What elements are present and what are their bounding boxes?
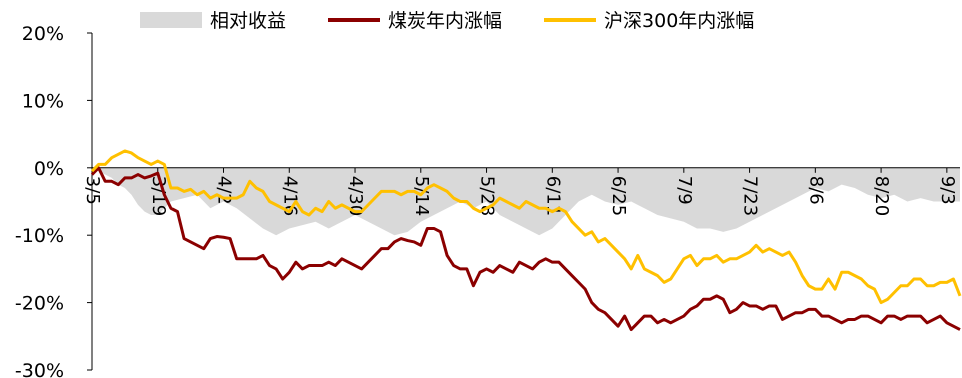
x-tick-label: 3/19 (148, 176, 169, 216)
x-tick-label: 9/3 (937, 176, 958, 205)
x-tick-label: 4/16 (279, 176, 300, 216)
legend-label-coal: 煤炭年内涨幅 (388, 10, 503, 32)
legend-label-hs300: 沪深300年内涨幅 (604, 10, 755, 32)
y-tick-label: 0% (34, 158, 64, 180)
y-tick-label: -10% (15, 225, 64, 247)
y-tick-label: 20% (22, 23, 64, 45)
x-tick-label: 4/30 (345, 176, 366, 216)
y-tick-label: -30% (15, 360, 64, 378)
x-tick-label: 3/5 (82, 176, 103, 205)
x-tick-label: 6/11 (542, 176, 563, 216)
x-tick-label: 8/6 (805, 176, 826, 205)
legend-swatch-hs300 (544, 17, 597, 22)
legend-item-hs300: 沪深300年内涨幅 (544, 6, 754, 33)
legend-item-relative: 相对收益 (140, 6, 286, 33)
y-tick-label: -20% (15, 293, 64, 315)
legend-label-relative: 相对收益 (210, 10, 287, 32)
coal-line (90, 166, 961, 332)
legend: 相对收益 煤炭年内涨幅 沪深300年内涨幅 (140, 6, 796, 33)
x-tick-label: 6/25 (608, 176, 629, 216)
legend-swatch-coal (328, 17, 381, 22)
x-tick-label: 7/23 (740, 176, 761, 216)
x-tick-label: 7/9 (674, 176, 695, 205)
x-tick-label: 4/2 (214, 176, 235, 205)
legend-item-coal: 煤炭年内涨幅 (328, 6, 502, 33)
x-tick-label: 8/20 (871, 176, 892, 216)
legend-swatch-relative (140, 11, 202, 28)
y-tick-label: 10% (22, 90, 64, 112)
hs300-line (90, 149, 962, 305)
